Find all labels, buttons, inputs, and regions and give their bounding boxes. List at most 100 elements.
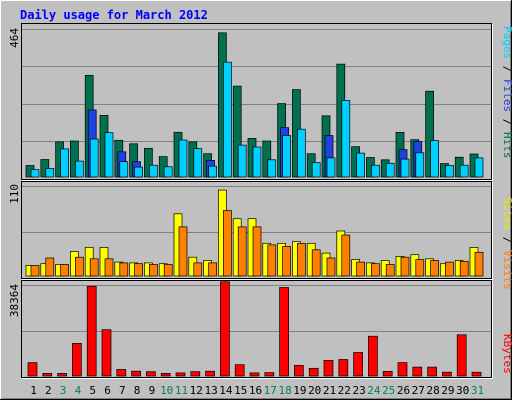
files-bar: [89, 138, 99, 178]
files-bar: [385, 162, 395, 178]
visits-bar: [223, 210, 232, 277]
kbytes-bar: [175, 372, 186, 377]
x-tick-label: 24: [367, 384, 381, 397]
visits-bar: [89, 258, 99, 277]
legend-text: KBytes: [501, 334, 512, 374]
kbytes-bar: [397, 362, 408, 377]
x-tick-label: 31: [471, 384, 484, 397]
files-bar: [237, 144, 247, 178]
chart-title: Daily usage for March 2012: [20, 8, 208, 22]
kbytes-bar: [353, 352, 363, 377]
kbytes-bar: [234, 364, 245, 377]
x-tick-label: 3: [60, 384, 67, 397]
files-bar: [267, 159, 277, 178]
visits-bar: [134, 263, 143, 277]
files-bar: [400, 158, 410, 178]
kbytes-bar: [131, 370, 141, 377]
x-tick-label: 9: [149, 384, 156, 397]
files-bar: [75, 160, 84, 178]
panel-bottom-frame: [21, 280, 492, 378]
x-tick-label: 25: [382, 384, 395, 397]
visits-bar: [445, 261, 454, 277]
kbytes-bar: [456, 334, 467, 377]
bottom-panel-max-label: 38364: [8, 284, 21, 317]
kbytes-bars: [27, 281, 482, 377]
files-bar: [282, 135, 291, 178]
x-tick-label: 18: [278, 384, 291, 397]
x-tick-label: 1: [30, 384, 37, 397]
kbytes-bar: [382, 371, 393, 377]
visits-bar: [326, 257, 336, 277]
kbytes-bar: [190, 371, 201, 377]
files-bar: [104, 132, 114, 178]
visits-bar: [149, 264, 158, 277]
files-bar: [297, 128, 306, 178]
visits-bar: [400, 256, 410, 277]
x-tick-label: 30: [456, 384, 469, 397]
visits-bar: [430, 260, 439, 277]
kbytes-bar: [442, 371, 452, 377]
x-tick-label: 23: [352, 384, 365, 397]
visits-bar: [252, 226, 262, 277]
files-bar: [371, 164, 380, 178]
x-tick-label: 28: [426, 384, 439, 397]
files-bar: [30, 169, 40, 178]
legend-pages-files-hits: Pages / Files / Hits: [501, 26, 512, 159]
kbytes-bar: [471, 371, 482, 377]
x-axis-day-labels: 1 2 3 4 5 6 7 8 9 10 11 12 13 14 15 16 17 18 19 20 21 22 23 24 2…: [30, 384, 484, 397]
files-bar: [445, 165, 454, 178]
kbytes-bar: [308, 367, 319, 377]
x-tick-label: 2: [45, 384, 52, 397]
kbytes-bar: [205, 370, 215, 377]
legend-text: /: [501, 230, 512, 250]
visits-bar: [415, 259, 425, 277]
visits-bar: [193, 262, 203, 277]
panel-bottom: [21, 280, 493, 379]
visits-bar: [459, 260, 469, 277]
kbytes-bar: [279, 287, 289, 377]
kbytes-bar: [160, 373, 171, 377]
top-panel-max-label: 464: [8, 28, 21, 48]
kbytes-bar: [116, 369, 127, 377]
files-bar: [474, 157, 484, 178]
kbytes-bar: [249, 372, 260, 377]
hits-bar: [70, 140, 79, 178]
files-bar: [149, 164, 158, 178]
legend-sites-visits: Sites / Visits: [501, 197, 512, 290]
kbytes-bar: [412, 366, 423, 377]
files-bar: [178, 139, 188, 178]
visits-bar: [119, 262, 129, 277]
files-bar: [119, 161, 129, 178]
visits-bar: [208, 262, 217, 277]
kbytes-bar: [368, 335, 378, 377]
visits-bar: [237, 226, 247, 277]
x-tick-label: 14: [219, 384, 233, 397]
kbytes-bar: [86, 285, 97, 377]
files-bar: [459, 164, 469, 178]
files-bar: [223, 61, 232, 178]
visits-bar: [297, 242, 306, 277]
visits-bar: [385, 264, 395, 277]
kbytes-bar: [427, 366, 437, 377]
visits-bar: [30, 265, 40, 277]
visits-bar: [282, 246, 291, 277]
x-tick-label: 27: [412, 384, 425, 397]
visits-bar: [178, 226, 188, 277]
kbytes-bar: [294, 365, 304, 377]
x-tick-label: 5: [89, 384, 96, 397]
x-tick-label: 6: [104, 384, 111, 397]
kbytes-bar: [264, 372, 275, 377]
files-bar: [60, 148, 69, 178]
files-bar: [356, 152, 365, 178]
files-bar: [326, 157, 336, 178]
hits-bar: [144, 147, 153, 178]
legend-text: Visits: [501, 250, 512, 290]
visits-bar: [45, 257, 55, 277]
visits-sites-bars: [25, 189, 484, 277]
files-bar: [341, 100, 351, 178]
x-tick-label: 4: [75, 384, 82, 397]
legend-text: Sites: [501, 197, 512, 230]
kbytes-bar: [146, 371, 156, 377]
kbytes-bar: [57, 373, 67, 377]
x-tick-label: 21: [323, 384, 336, 397]
